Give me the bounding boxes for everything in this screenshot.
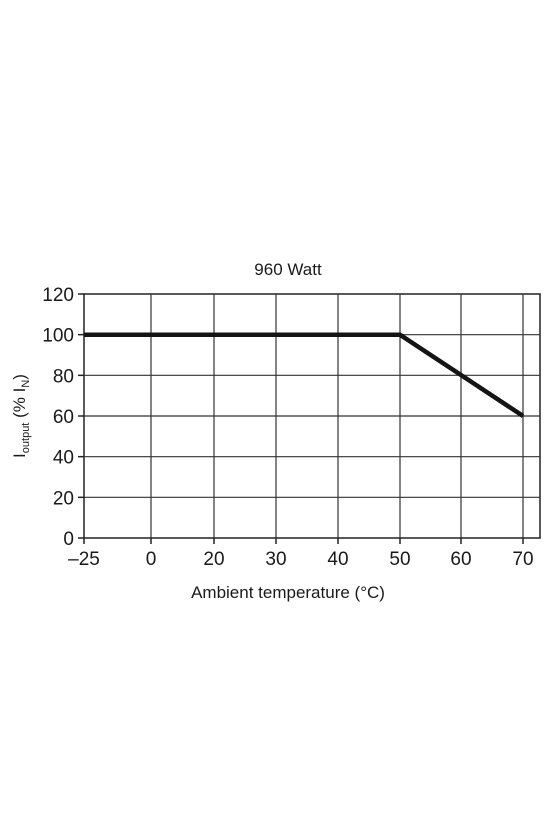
x-tick-label: –25 [68,549,100,570]
x-axis-title: Ambient temperature (°C) [191,583,385,602]
series [84,332,525,418]
x-tick-label: 0 [146,549,157,570]
y-tick-label: 40 [53,448,74,469]
y-axis-title: Ioutput (% IN) [10,374,32,458]
chart-title: 960 Watt [254,260,322,279]
x-tick-label: 20 [203,549,224,570]
x-tick-label: 60 [450,549,471,570]
y-axis-title-sub-output: output [20,423,32,454]
x-tick-label: 70 [512,549,533,570]
y-tick-label: 60 [53,407,74,428]
y-tick-label: 80 [53,366,74,387]
x-tick-label: 50 [389,549,410,570]
derating-curve [84,332,525,418]
y-axis-title-sub-n: N [20,380,32,388]
y-axis-title-mid: (% I [10,388,29,423]
y-axis-title-main: I [10,453,29,458]
y-tick-label: 0 [63,529,74,550]
grid [78,293,540,544]
y-tick-label: 100 [42,326,74,347]
y-tick-label: 120 [42,285,74,306]
y-axis-title-end: ) [10,374,29,380]
y-tick-label: 20 [53,488,74,509]
x-tick-label: 40 [327,549,348,570]
x-tick-label: 30 [265,549,286,570]
